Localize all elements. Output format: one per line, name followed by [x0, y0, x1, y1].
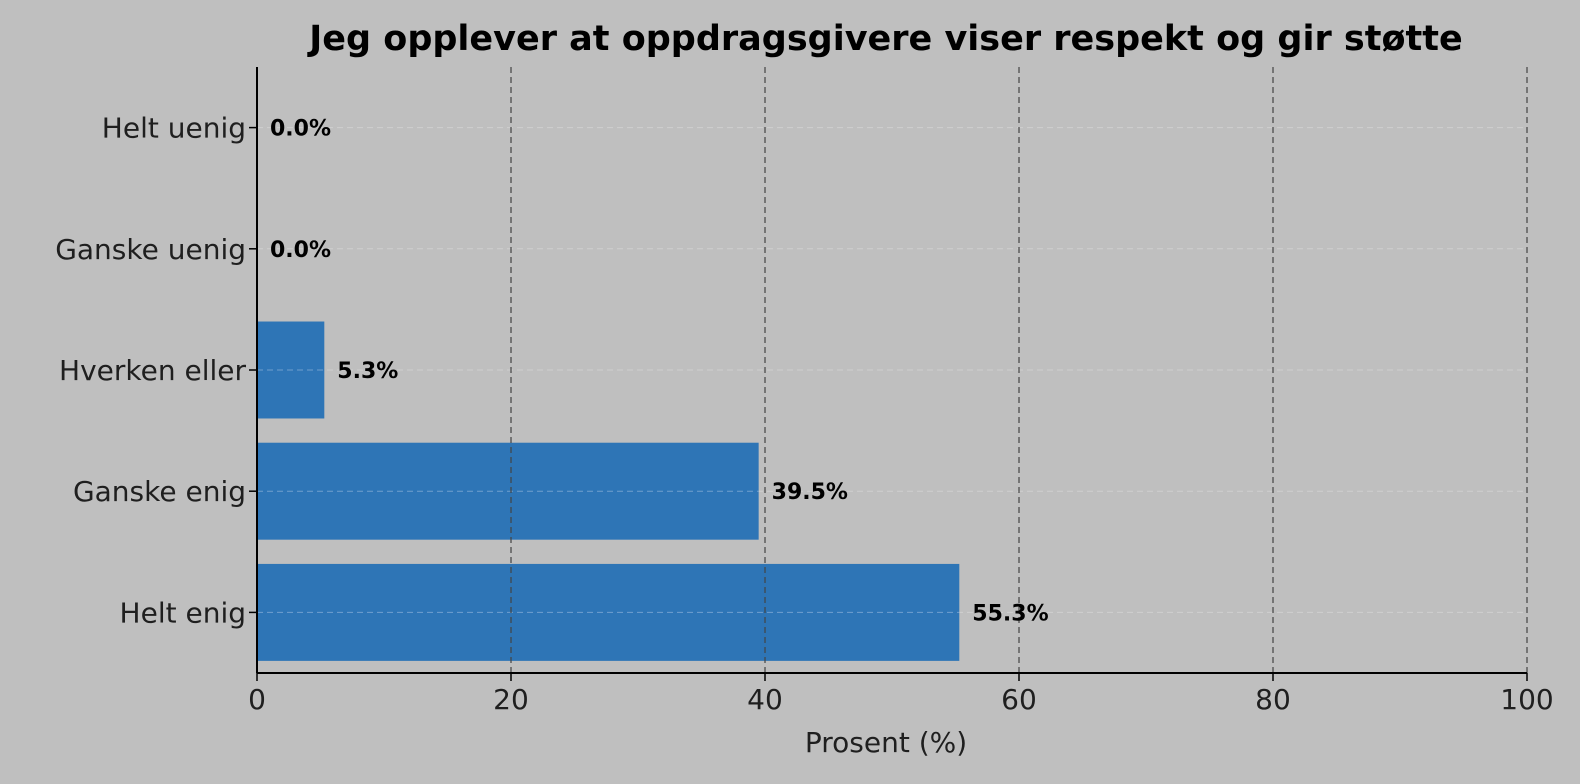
- category-label: Ganske uenig: [55, 233, 246, 266]
- x-axis-label: Prosent (%): [805, 726, 967, 759]
- x-tick-label: 0: [248, 683, 266, 716]
- value-label: 39.5%: [772, 480, 848, 505]
- value-label: 5.3%: [337, 359, 398, 384]
- x-tick-label: 40: [747, 683, 783, 716]
- x-tick-labels: 0 20 40 60 80 100: [248, 683, 1554, 716]
- value-label: 0.0%: [270, 117, 331, 142]
- x-tick-label: 80: [1255, 683, 1291, 716]
- x-tick-label: 60: [1001, 683, 1037, 716]
- horizontal-grid-lines: [510, 67, 1528, 673]
- category-labels: Helt uenig Ganske uenig Hverken eller Gansk…: [55, 112, 246, 630]
- category-label: Helt uenig: [102, 112, 246, 145]
- chart-title: Jeg opplever at oppdragsgivere viser res…: [307, 19, 1462, 59]
- value-labels: 0.0% 0.0% 5.3% 39.5% 55.3%: [270, 117, 1049, 627]
- x-tick-label: 100: [1500, 683, 1553, 716]
- bars: [257, 321, 960, 661]
- category-label: Helt enig: [120, 596, 246, 629]
- axes: [249, 67, 1528, 681]
- value-label: 55.3%: [972, 601, 1048, 626]
- value-label: 0.0%: [270, 238, 331, 263]
- category-label: Hverken eller: [59, 354, 246, 387]
- category-label: Ganske enig: [73, 475, 246, 508]
- x-tick-label: 20: [493, 683, 529, 716]
